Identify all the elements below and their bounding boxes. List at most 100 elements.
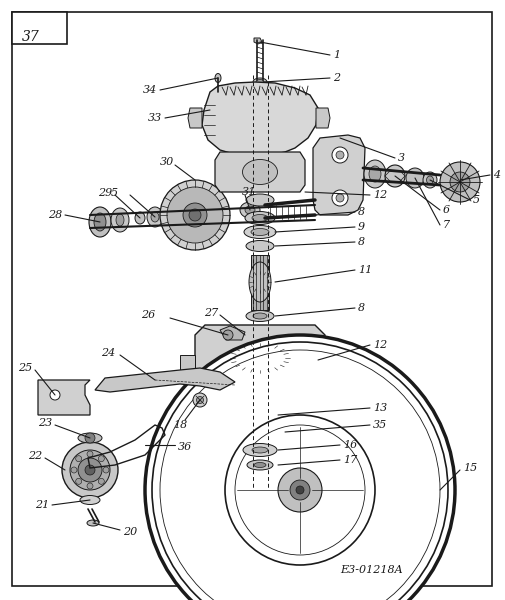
Ellipse shape [245, 311, 274, 322]
Ellipse shape [242, 443, 276, 457]
Ellipse shape [111, 208, 129, 232]
Ellipse shape [135, 212, 145, 224]
Ellipse shape [251, 447, 268, 453]
Circle shape [289, 480, 310, 500]
Ellipse shape [252, 313, 267, 319]
Ellipse shape [80, 496, 100, 505]
Ellipse shape [245, 194, 274, 206]
Polygon shape [95, 368, 234, 392]
Polygon shape [188, 108, 201, 128]
Ellipse shape [254, 463, 266, 467]
Text: 1: 1 [332, 50, 339, 60]
Polygon shape [194, 325, 324, 390]
Text: 5: 5 [472, 195, 479, 205]
Circle shape [331, 147, 347, 163]
Circle shape [335, 151, 343, 159]
Text: 31: 31 [241, 187, 256, 197]
Ellipse shape [150, 212, 159, 222]
Circle shape [62, 442, 118, 498]
Ellipse shape [256, 79, 264, 85]
Polygon shape [220, 326, 244, 340]
Circle shape [167, 187, 223, 243]
Circle shape [98, 478, 104, 484]
Text: 18: 18 [173, 420, 187, 430]
Polygon shape [254, 38, 262, 44]
Circle shape [71, 467, 77, 473]
Ellipse shape [196, 397, 203, 403]
Text: 22: 22 [28, 451, 42, 461]
Ellipse shape [246, 460, 273, 470]
Text: 9: 9 [358, 222, 365, 232]
Text: 8: 8 [358, 207, 365, 217]
Circle shape [87, 451, 93, 457]
Bar [250, 255, 269, 310]
Ellipse shape [250, 229, 269, 235]
Text: 28: 28 [47, 210, 62, 220]
Ellipse shape [116, 214, 124, 226]
Ellipse shape [242, 160, 277, 185]
Text: 17: 17 [342, 455, 357, 465]
Circle shape [98, 455, 104, 461]
Circle shape [277, 468, 321, 512]
Circle shape [103, 467, 109, 473]
Ellipse shape [215, 73, 221, 82]
Polygon shape [316, 108, 329, 128]
Ellipse shape [363, 160, 385, 188]
Polygon shape [215, 152, 305, 192]
Polygon shape [239, 388, 279, 410]
Text: 37: 37 [22, 30, 40, 44]
Text: 20: 20 [123, 527, 137, 537]
Text: 4: 4 [492, 170, 499, 180]
Text: 16: 16 [342, 440, 357, 450]
Text: 3: 3 [397, 153, 405, 163]
Circle shape [85, 433, 95, 443]
Circle shape [189, 209, 200, 221]
Circle shape [85, 465, 95, 475]
Ellipse shape [78, 433, 102, 443]
Polygon shape [180, 355, 194, 375]
Ellipse shape [239, 202, 260, 218]
Polygon shape [313, 135, 364, 215]
Ellipse shape [243, 226, 275, 238]
Ellipse shape [368, 166, 380, 182]
Ellipse shape [244, 350, 274, 365]
Text: 12: 12 [372, 190, 386, 200]
Text: 23: 23 [38, 418, 52, 428]
Ellipse shape [147, 207, 163, 227]
Ellipse shape [248, 411, 271, 419]
Ellipse shape [89, 207, 111, 237]
Polygon shape [38, 380, 90, 415]
Ellipse shape [94, 213, 106, 231]
Ellipse shape [238, 407, 280, 423]
Circle shape [295, 486, 304, 494]
Circle shape [449, 172, 469, 192]
Ellipse shape [230, 343, 289, 373]
Text: 35: 35 [372, 420, 386, 430]
Text: 21: 21 [35, 500, 49, 510]
Ellipse shape [192, 393, 207, 407]
Text: 30: 30 [160, 157, 174, 167]
Ellipse shape [244, 211, 274, 224]
Circle shape [183, 203, 207, 227]
Text: 15: 15 [462, 463, 476, 473]
Text: 6: 6 [442, 205, 449, 215]
Ellipse shape [248, 262, 271, 302]
Ellipse shape [245, 241, 274, 251]
Circle shape [331, 190, 347, 206]
Circle shape [160, 180, 230, 250]
Circle shape [87, 483, 93, 489]
Text: E3-01218A: E3-01218A [339, 565, 402, 575]
Ellipse shape [252, 78, 267, 86]
Text: 27: 27 [204, 308, 218, 318]
Text: 13: 13 [372, 403, 386, 413]
Circle shape [145, 335, 454, 600]
Ellipse shape [422, 172, 436, 188]
Text: 2: 2 [332, 73, 339, 83]
Text: 8: 8 [358, 237, 365, 247]
Text: 8: 8 [358, 303, 365, 313]
Bar [12, 12, 67, 44]
Text: 26: 26 [140, 310, 155, 320]
Circle shape [76, 455, 81, 461]
Ellipse shape [251, 214, 268, 221]
Circle shape [78, 458, 102, 482]
